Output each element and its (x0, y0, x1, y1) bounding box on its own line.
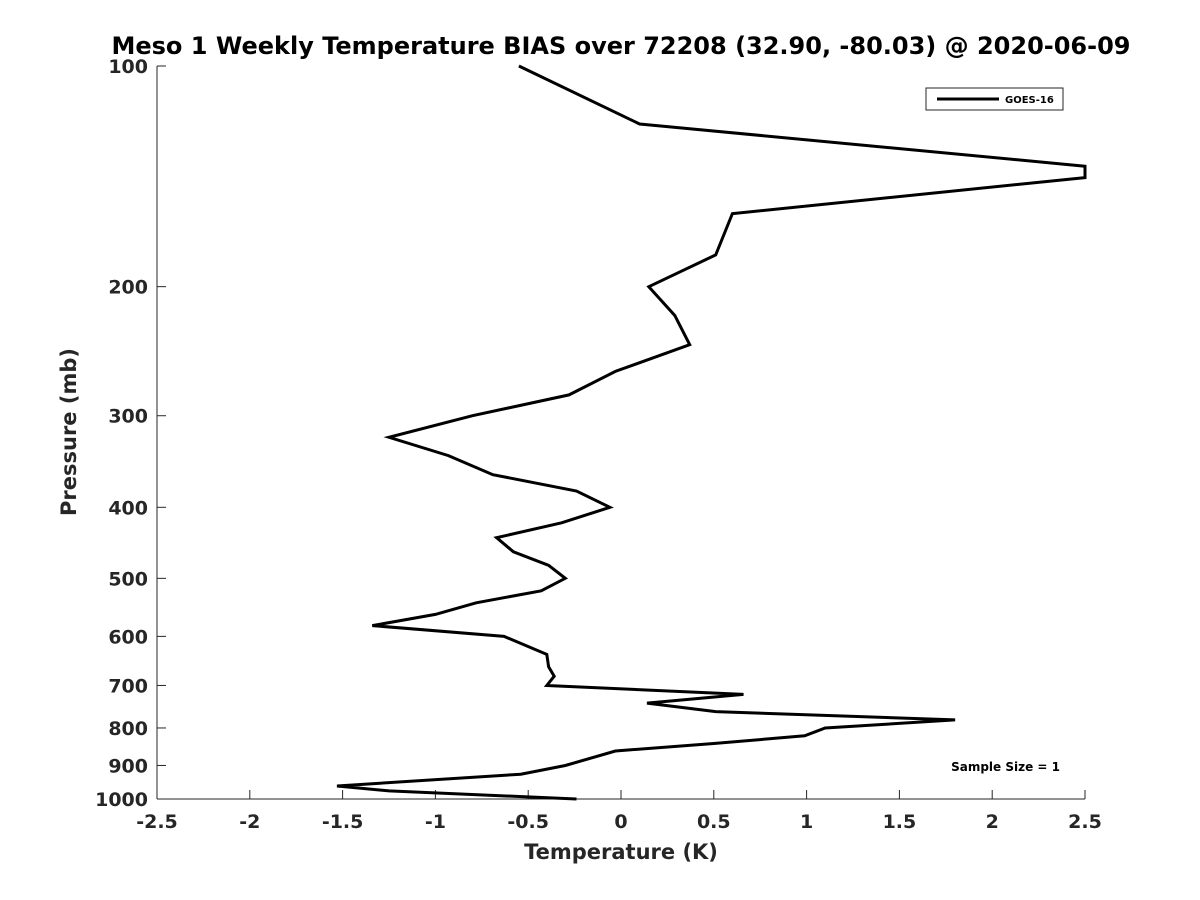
y-tick-label: 600 (108, 626, 148, 648)
x-tick-label: 1 (800, 811, 813, 833)
series-line-goes-16 (336, 64, 1087, 801)
y-tick-label: 500 (108, 568, 148, 590)
y-tick-label: 700 (108, 675, 148, 697)
y-tick-label: 400 (108, 497, 148, 519)
sample-size-annotation: Sample Size = 1 (951, 760, 1060, 774)
x-tick-label: -2.5 (136, 811, 178, 833)
legend-entry-goes-16: GOES-16 (1005, 95, 1054, 106)
y-tick-label: 800 (108, 718, 148, 740)
chart-title: Meso 1 Weekly Temperature BIAS over 7220… (111, 32, 1130, 60)
x-axis-ticks: -2.5 -2 -1.5 -1 -0.5 0 0.5 1 1.5 2 2.5 (136, 790, 1102, 833)
y-axis-ticks: 100 200 300 400 500 600 700 800 900 1000 (95, 56, 166, 811)
x-tick-label: 0 (614, 811, 627, 833)
x-tick-label: -1 (425, 811, 446, 833)
series-group (336, 64, 1087, 801)
y-axis-label: Pressure (mb) (57, 348, 81, 516)
x-tick-label: -2 (239, 811, 260, 833)
x-tick-label: 2 (986, 811, 999, 833)
y-tick-label: 300 (108, 406, 148, 428)
x-tick-label: 2.5 (1068, 811, 1102, 833)
x-tick-label: -1.5 (322, 811, 364, 833)
y-tick-label: 100 (108, 56, 148, 78)
x-axis-label: Temperature (K) (524, 840, 718, 864)
x-tick-label: 1.5 (883, 811, 917, 833)
legend: GOES-16 (925, 87, 1064, 111)
x-tick-label: -0.5 (507, 811, 549, 833)
y-tick-label: 200 (108, 277, 148, 299)
y-tick-label: 900 (108, 755, 148, 777)
y-tick-label: 1000 (95, 789, 148, 811)
x-tick-label: 0.5 (697, 811, 731, 833)
plot-area: -2.5 -2 -1.5 -1 -0.5 0 0.5 1 1.5 2 2.5 100 200 300 40… (95, 56, 1102, 833)
